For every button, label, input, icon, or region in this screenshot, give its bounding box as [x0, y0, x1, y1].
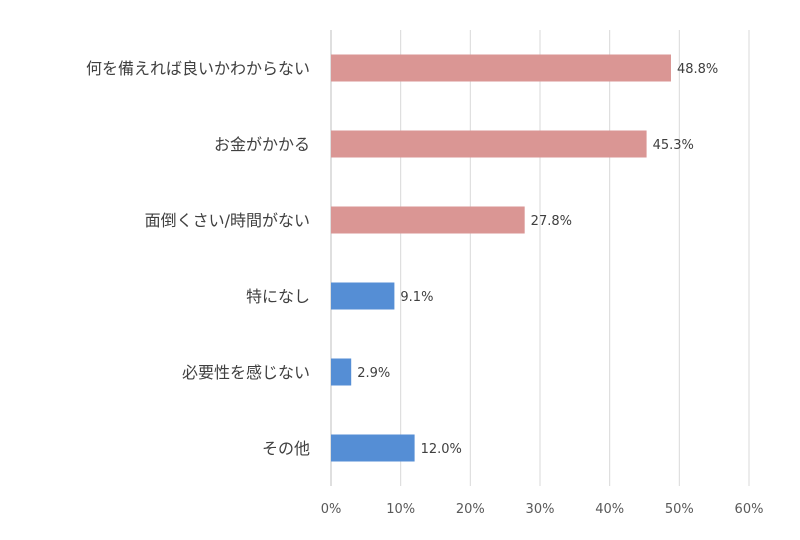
bar [331, 54, 671, 82]
bar [331, 282, 395, 310]
data-label: 48.8% [677, 62, 718, 77]
category-label: 面倒くさい/時間がない [145, 211, 310, 230]
x-axis-ticks: 0% 10% 20% 30% 40% 50% 60% [321, 502, 764, 517]
bar [331, 130, 647, 158]
x-tick-label: 20% [456, 502, 485, 517]
category-label: その他 [262, 439, 310, 458]
category-label: 何を備えれば良いかわからない [86, 59, 310, 78]
bar [331, 358, 352, 386]
x-tick-label: 60% [735, 502, 764, 517]
data-label: 45.3% [653, 138, 694, 153]
x-tick-label: 40% [595, 502, 624, 517]
data-label: 2.9% [357, 366, 390, 381]
x-tick-label: 0% [321, 502, 342, 517]
data-label: 12.0% [421, 442, 462, 457]
data-label: 9.1% [400, 290, 433, 305]
labels: 何を備えれば良いかわからない 48.8% お金がかかる 45.3% 面倒くさい/時間がな… [86, 59, 718, 458]
x-tick-label: 30% [526, 502, 555, 517]
data-label: 27.8% [531, 214, 572, 229]
x-tick-label: 10% [386, 502, 415, 517]
category-label: 特になし [246, 287, 310, 306]
bar [331, 206, 525, 234]
x-tick-label: 50% [665, 502, 694, 517]
category-label: お金がかかる [214, 135, 310, 154]
bar [331, 434, 415, 462]
category-label: 必要性を感じない [182, 363, 310, 382]
gridlines [330, 30, 750, 486]
bars [331, 54, 671, 462]
